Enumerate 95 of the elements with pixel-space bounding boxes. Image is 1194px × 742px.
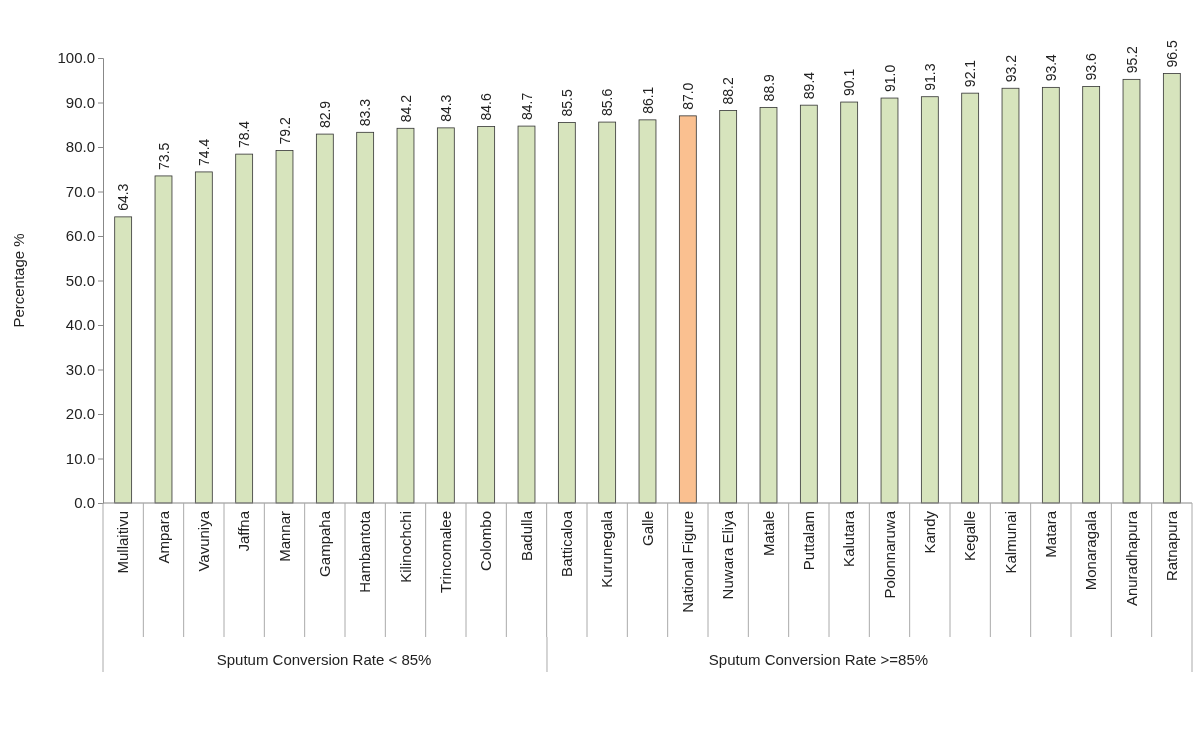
y-tick-label: 90.0 <box>65 93 95 111</box>
data-label: 96.5 <box>1163 40 1180 68</box>
x-tick-label: Matara <box>1041 510 1059 558</box>
bar <box>356 131 375 504</box>
x-tick-label: National Figure <box>678 511 696 613</box>
data-label: 88.9 <box>760 73 777 102</box>
bar <box>678 115 697 504</box>
y-tick-label: 50.0 <box>65 271 95 289</box>
data-label: 84.2 <box>397 94 414 123</box>
bar <box>114 216 133 504</box>
data-label: 73.5 <box>155 142 172 170</box>
data-label: 84.7 <box>518 92 535 121</box>
data-label: 93.6 <box>1083 53 1100 81</box>
x-tick-label: Hambantota <box>356 510 374 593</box>
data-label: 74.4 <box>195 138 212 166</box>
text: Sputum Conversion Rate >=85% <box>708 651 929 668</box>
bar <box>638 119 657 504</box>
y-tick-label: 20.0 <box>65 405 95 423</box>
bar <box>1001 87 1020 504</box>
y-tick-label: 70.0 <box>65 182 95 200</box>
x-tick-label: Kalutara <box>840 510 858 567</box>
y-axis-title: Percentage % <box>10 233 27 328</box>
x-tick-label: Polonnaruwa <box>880 510 898 599</box>
y-tick-label: 10.0 <box>65 449 95 467</box>
y-tick-label: 100.0 <box>57 49 95 67</box>
x-tick-label: Jaffna <box>235 510 253 552</box>
y-tick-label: 80.0 <box>65 138 95 156</box>
bar <box>194 171 213 504</box>
y-tick-label: 40.0 <box>65 316 95 334</box>
x-tick-label: Gampaha <box>315 510 333 577</box>
x-tick-label: Ratnapura <box>1162 510 1180 582</box>
data-label: 93.2 <box>1002 54 1019 83</box>
x-tick-label: Galle <box>638 511 656 547</box>
x-tick-label: Colombo <box>477 511 495 572</box>
bar <box>557 122 576 504</box>
x-tick-label: Vavuniya <box>194 510 212 572</box>
bar <box>275 150 294 504</box>
x-tick-label: Puttalam <box>799 511 817 571</box>
y-tick-label: 60.0 <box>65 227 95 245</box>
data-label: 93.4 <box>1042 53 1059 82</box>
bar <box>1162 73 1181 504</box>
x-tick-label: Kandy <box>920 510 938 554</box>
data-label: 89.4 <box>800 71 817 100</box>
bar <box>719 110 738 504</box>
bar <box>235 153 254 504</box>
y-tick-label: 30.0 <box>65 360 95 378</box>
bar <box>517 125 536 504</box>
data-label: 78.4 <box>236 120 253 149</box>
x-tick-label: Mullaitivu <box>114 511 132 574</box>
data-label: 83.3 <box>357 98 374 127</box>
bar <box>759 107 778 504</box>
data-label: 92.1 <box>962 59 979 88</box>
data-label: 88.2 <box>720 77 737 105</box>
x-tick-label: Batticaloa <box>557 510 575 577</box>
data-label: 84.3 <box>437 94 454 122</box>
x-tick-label: Nuwara Eliya <box>719 510 737 600</box>
bar <box>1122 78 1141 504</box>
data-label: 91.0 <box>881 64 898 93</box>
bar <box>840 101 859 504</box>
x-tick-label: Anuradhapura <box>1122 510 1140 607</box>
data-label: 64.3 <box>115 183 132 211</box>
data-label: 86.1 <box>639 86 656 114</box>
data-label: 84.6 <box>478 93 495 121</box>
data-label: 90.1 <box>841 68 858 97</box>
bar <box>799 104 818 504</box>
bar <box>477 126 496 504</box>
x-tick-label: Trincomalee <box>436 511 454 593</box>
bar <box>1082 86 1101 504</box>
bar <box>436 127 455 504</box>
x-tick-label: Kilinochchi <box>396 511 414 583</box>
bar <box>880 97 899 504</box>
data-label: 85.5 <box>558 89 575 117</box>
x-tick-label: Matale <box>759 511 777 557</box>
data-label: 79.2 <box>276 117 293 145</box>
x-tick-label: Badulla <box>517 510 535 562</box>
bar <box>920 96 939 504</box>
x-tick-label: Kurunegala <box>598 510 616 588</box>
data-label: 95.2 <box>1123 45 1140 74</box>
data-label: 85.6 <box>599 88 616 117</box>
data-label: 87.0 <box>679 82 696 110</box>
x-tick-label: Kegalle <box>961 511 979 562</box>
y-tick-label: 0.0 <box>74 494 95 512</box>
x-tick-label: Kalmunai <box>1001 511 1019 574</box>
x-tick-label: Mannar <box>275 511 293 562</box>
text: Sputum Conversion Rate < 85% <box>216 651 432 668</box>
bar <box>1041 86 1060 504</box>
bar <box>396 127 415 504</box>
x-tick-label: Monaragala <box>1082 510 1100 591</box>
data-label: 91.3 <box>921 63 938 91</box>
x-tick-label: Ampara <box>154 510 172 564</box>
bar <box>154 175 173 504</box>
bar <box>598 121 617 504</box>
bar <box>961 92 980 504</box>
data-label: 82.9 <box>316 100 333 129</box>
bar <box>315 133 334 504</box>
